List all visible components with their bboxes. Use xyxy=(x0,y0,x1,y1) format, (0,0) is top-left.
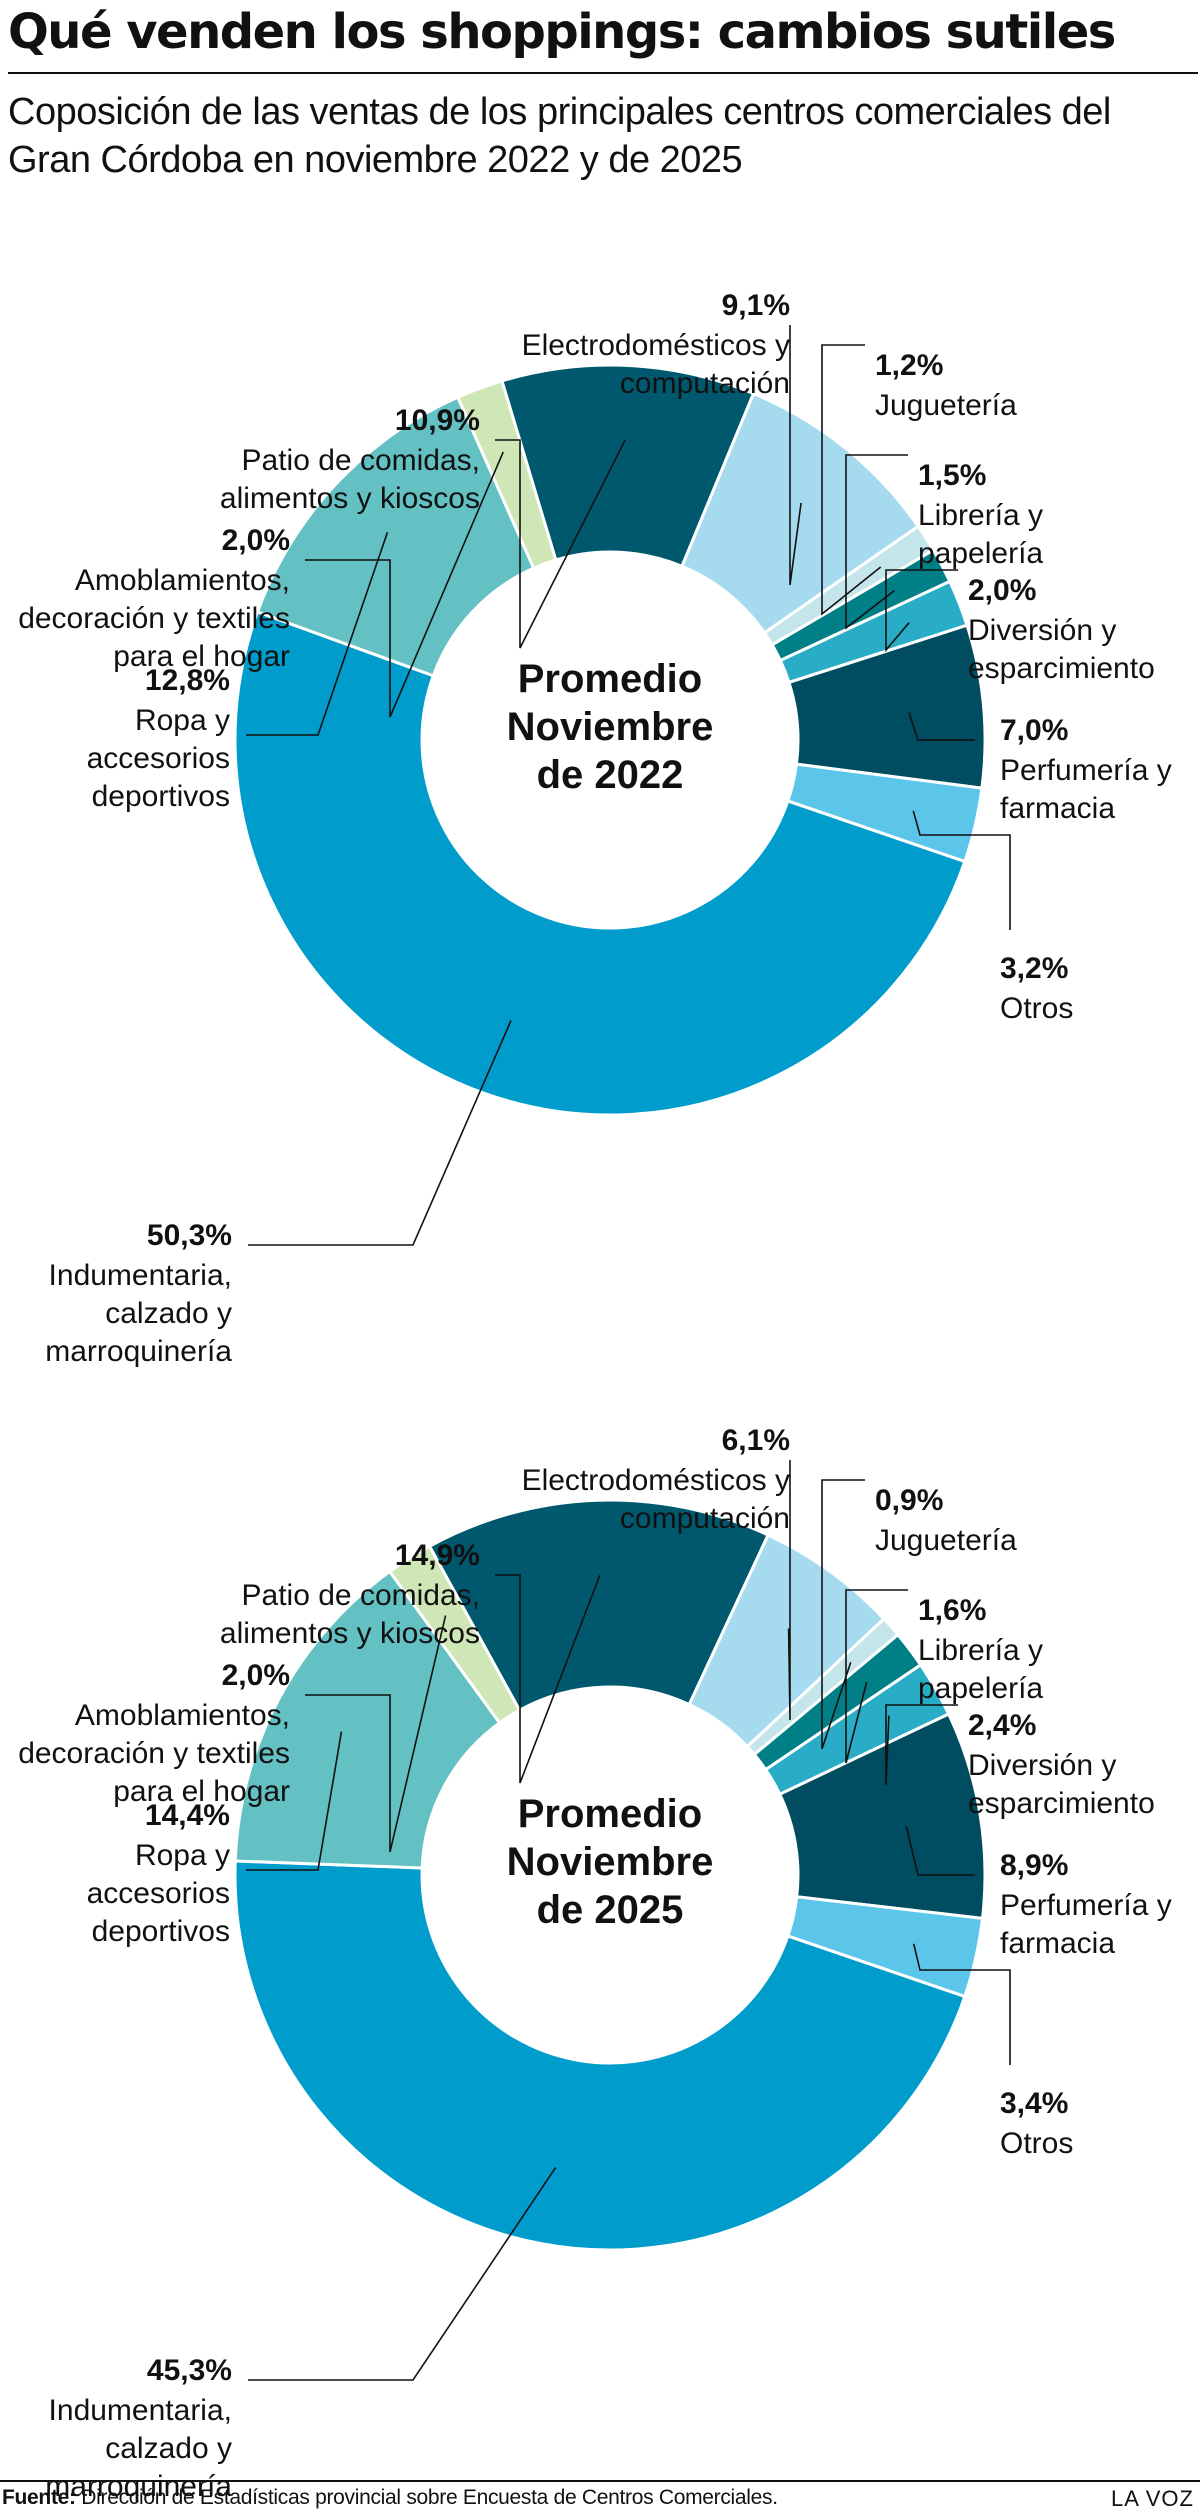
page-subtitle: Coposición de las ventas de los principa… xyxy=(8,91,1111,181)
category-label-libreria: Librería y papelería xyxy=(918,1634,1043,1705)
value-label-libreria: 1,5% xyxy=(918,459,986,492)
value-label-electro: 9,1% xyxy=(722,289,790,322)
leader-line-libreria xyxy=(845,454,908,630)
leader-line-perfumeria xyxy=(905,1825,975,1876)
category-label-ropa-deportiva: Ropa y accesorios deportivos xyxy=(87,1839,230,1948)
category-label-electro: Electrodomésticos y computación xyxy=(522,1464,790,1535)
value-label-indumentaria: 50,3% xyxy=(147,1219,232,1252)
source-label: Fuente: xyxy=(2,2486,76,2509)
donut-slices xyxy=(233,363,987,1117)
value-label-diversion: 2,4% xyxy=(968,1709,1036,1742)
value-label-patio-comidas: 10,9% xyxy=(395,404,480,437)
center-label: Promedio Noviembre de 2025 xyxy=(507,1792,714,1932)
category-label-amoblamientos: Amoblamientos, decoración y textiles para … xyxy=(18,564,290,673)
donut-chart-2022: Promedio Noviembre de 2022 50,3% Indumentari… xyxy=(18,289,1172,1368)
value-label-otros: 3,4% xyxy=(1000,2087,1068,2120)
value-label-amoblamientos: 2,0% xyxy=(222,1659,290,1692)
leader-line-libreria xyxy=(845,1589,908,1764)
leader-line-amoblamientos xyxy=(305,1615,447,1853)
leader-line-patio-comidas xyxy=(495,1574,601,1784)
center-label: Promedio Noviembre de 2022 xyxy=(507,657,714,797)
slice-patio-comidas xyxy=(427,1498,771,1713)
value-label-perfumeria: 8,9% xyxy=(1000,1849,1068,1882)
leader-line-otros xyxy=(912,1943,1011,2065)
category-label-indumentaria: Indumentaria, calzado y marroquinería xyxy=(45,1259,232,1368)
leader-line-patio-comidas xyxy=(495,439,626,649)
category-label-libreria: Librería y papelería xyxy=(918,499,1043,570)
slice-otros xyxy=(785,762,984,864)
slice-ropa-deportiva xyxy=(233,1569,502,1870)
leader-line-ropa-deportiva xyxy=(246,1731,343,1871)
value-label-libreria: 1,6% xyxy=(918,1594,986,1627)
donut-slices xyxy=(233,1498,987,2252)
leader-line-ropa-deportiva xyxy=(246,532,389,736)
slice-indumentaria xyxy=(233,609,967,1117)
slice-labels: 50,3% Indumentaria, calzado y marroquinería… xyxy=(18,289,1172,1368)
category-label-indumentaria: Indumentaria, calzado y marroquinería xyxy=(45,2394,232,2503)
value-label-jugueteria: 0,9% xyxy=(875,1484,943,1517)
source-text: Dirección de Estadísticas provincial sob… xyxy=(81,2486,778,2509)
slice-labels: 45,3% Indumentaria, calzado y marroquinería… xyxy=(18,1424,1172,2503)
leader-line-indumentaria xyxy=(248,1020,512,1246)
leader-line-diversion xyxy=(885,569,958,653)
value-label-electro: 6,1% xyxy=(722,1424,790,1457)
leader-line-perfumeria xyxy=(908,712,975,741)
title-divider xyxy=(8,72,1198,74)
leader-line-electro xyxy=(787,1460,791,1721)
category-label-patio-comidas: Patio de comidas, alimentos y kioscos xyxy=(220,1579,480,1650)
source-note: Fuente: Dirección de Estadísticas provin… xyxy=(2,2486,778,2510)
value-label-indumentaria: 45,3% xyxy=(147,2354,232,2387)
value-label-otros: 3,2% xyxy=(1000,952,1068,985)
leader-line-jugueteria xyxy=(821,1479,865,1750)
value-label-jugueteria: 1,2% xyxy=(875,349,943,382)
category-label-otros: Otros xyxy=(1000,2127,1073,2160)
category-label-electro: Electrodomésticos y computación xyxy=(522,329,790,400)
category-label-diversion: Diversión y esparcimiento xyxy=(968,1749,1155,1820)
leader-line-electro xyxy=(789,325,802,586)
value-label-ropa-deportiva: 14,4% xyxy=(145,1799,230,1832)
brand-logo-text: LA VOZ xyxy=(1110,2486,1194,2511)
value-label-patio-comidas: 14,9% xyxy=(395,1539,480,1572)
value-label-ropa-deportiva: 12,8% xyxy=(145,664,230,697)
value-label-amoblamientos: 2,0% xyxy=(222,524,290,557)
value-label-perfumeria: 7,0% xyxy=(1000,714,1068,747)
slice-ropa-deportiva xyxy=(255,395,536,678)
page-title: Qué venden los shoppings: cambios sutile… xyxy=(8,4,1116,60)
footer: Fuente: Dirección de Estadísticas provin… xyxy=(0,2480,1200,2511)
slice-indumentaria xyxy=(233,1859,967,2252)
slice-otros xyxy=(785,1895,985,1999)
category-label-ropa-deportiva: Ropa y accesorios deportivos xyxy=(87,704,230,813)
footer-divider xyxy=(0,2480,1200,2482)
category-label-amoblamientos: Amoblamientos, decoración y textiles para … xyxy=(18,1699,290,1808)
donut-chart-2025: Promedio Noviembre de 2025 45,3% Indumentari… xyxy=(18,1424,1172,2503)
leader-line-jugueteria xyxy=(821,344,882,616)
category-label-perfumeria: Perfumería y farmacia xyxy=(1000,754,1172,825)
category-label-otros: Otros xyxy=(1000,992,1073,1025)
category-label-jugueteria: Juguetería xyxy=(875,1524,1017,1557)
leader-line-diversion xyxy=(885,1704,958,1786)
category-label-perfumeria: Perfumería y farmacia xyxy=(1000,1889,1172,1960)
category-label-diversion: Diversión y esparcimiento xyxy=(968,614,1155,685)
category-label-jugueteria: Juguetería xyxy=(875,389,1017,422)
category-label-patio-comidas: Patio de comidas, alimentos y kioscos xyxy=(220,444,480,515)
leader-line-otros xyxy=(912,810,1011,930)
leader-line-amoblamientos xyxy=(305,451,504,718)
leader-line-indumentaria xyxy=(248,2166,557,2381)
value-label-diversion: 2,0% xyxy=(968,574,1036,607)
